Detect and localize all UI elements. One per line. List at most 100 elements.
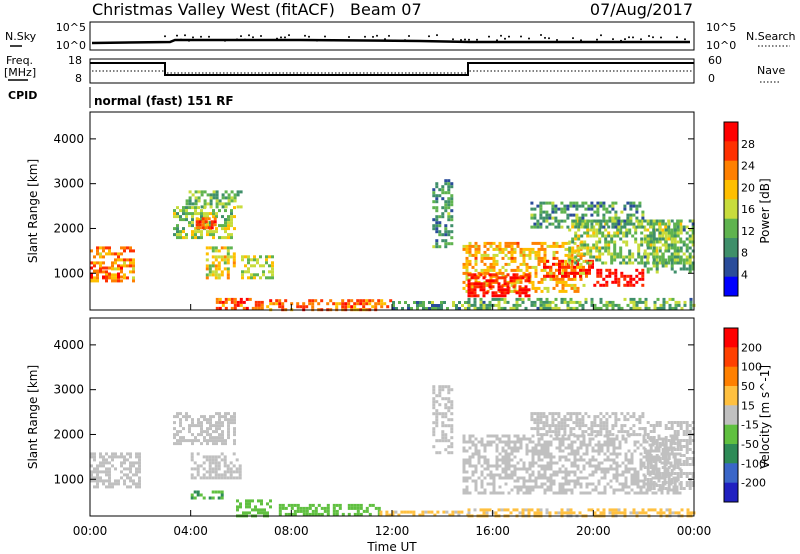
power-echo-cell bbox=[522, 247, 526, 251]
power-echo-cell bbox=[543, 262, 546, 266]
power-echo-cell bbox=[537, 262, 541, 266]
xtick-label: 00:00 bbox=[73, 524, 108, 538]
velocity-echo-cell bbox=[551, 418, 555, 422]
velocity-echo-cell bbox=[489, 476, 493, 480]
power-echo-cell bbox=[215, 196, 219, 200]
power-echo-cell bbox=[96, 249, 99, 253]
velocity-echo-cell bbox=[582, 440, 586, 444]
velocity-echo-cell bbox=[209, 424, 212, 428]
power-echo-cell bbox=[398, 301, 401, 304]
power-echo-cell bbox=[598, 255, 602, 259]
power-echo-cell bbox=[573, 268, 576, 272]
velocity-echo-cell bbox=[474, 479, 478, 483]
velocity-echo-cell bbox=[569, 412, 573, 416]
power-echo-cell bbox=[440, 304, 443, 307]
velocity-echo-cell bbox=[612, 467, 616, 471]
power-echo-cell bbox=[452, 304, 455, 307]
power-echo-cell bbox=[670, 261, 674, 265]
velocity-echo-cell bbox=[519, 446, 523, 450]
velocity-echo-cell bbox=[173, 421, 176, 425]
velocity-echo-cell bbox=[299, 506, 303, 510]
power-echo-cell bbox=[519, 268, 523, 272]
power-echo-cell bbox=[552, 256, 556, 260]
power-echo-cell bbox=[528, 265, 532, 269]
power-echo-cell bbox=[567, 283, 571, 287]
power-echo-cell bbox=[488, 282, 492, 286]
velocity-echo-cell bbox=[676, 433, 680, 436]
power-echo-cell bbox=[108, 275, 111, 279]
power-echo-cell bbox=[500, 306, 504, 310]
power-echo-cell bbox=[674, 306, 678, 310]
power-echo-cell bbox=[185, 199, 189, 203]
velocity-echo-cell bbox=[444, 433, 448, 437]
velocity-echo-cell bbox=[552, 470, 556, 474]
velocity-echo-cell bbox=[108, 473, 111, 477]
xtick-label: 16:00 bbox=[475, 524, 510, 538]
power-echo-cell bbox=[661, 222, 665, 226]
velocity-echo-cell bbox=[368, 503, 372, 507]
power-echo-cell bbox=[90, 279, 93, 283]
velocity-echo-cell bbox=[457, 510, 461, 514]
velocity-echo-cell bbox=[245, 502, 248, 506]
velocity-echo-cell bbox=[424, 510, 428, 514]
velocity-echo-cell bbox=[615, 479, 619, 483]
velocity-echo-cell bbox=[102, 482, 105, 486]
power-echo-cell bbox=[93, 276, 96, 280]
velocity-echo-cell bbox=[603, 458, 607, 462]
velocity-echo-cell bbox=[612, 461, 616, 465]
velocity-echo-cell bbox=[591, 470, 595, 474]
power-echo-cell bbox=[679, 222, 683, 226]
power-echo-cell bbox=[673, 231, 677, 235]
power-echo-cell bbox=[494, 303, 498, 307]
power-echo-cell bbox=[682, 228, 686, 232]
power-echo-cell bbox=[671, 306, 675, 310]
power-echo-cell bbox=[586, 225, 590, 229]
velocity-echo-cell bbox=[642, 491, 646, 495]
power-echo-cell bbox=[658, 219, 662, 223]
velocity-echo-cell bbox=[605, 430, 609, 434]
velocity-echo-cell bbox=[656, 511, 660, 515]
power-echo-cell bbox=[563, 207, 567, 211]
power-echo-cell bbox=[623, 207, 627, 211]
velocity-echo-cell bbox=[627, 467, 631, 471]
power-echo-cell bbox=[256, 258, 259, 262]
velocity-echo-cell bbox=[209, 427, 212, 431]
velocity-echo-cell bbox=[646, 487, 650, 490]
nsky-dot bbox=[180, 38, 182, 41]
velocity-echo-cell bbox=[114, 479, 117, 483]
nsky-strip-frame bbox=[89, 21, 695, 51]
velocity-echo-cell bbox=[667, 457, 671, 460]
power-echo-cell bbox=[374, 305, 378, 309]
power-echo-cell bbox=[515, 276, 519, 280]
velocity-echo-cell bbox=[537, 470, 541, 474]
velocity-echo-cell bbox=[513, 434, 517, 438]
power-echo-cell bbox=[596, 306, 600, 310]
velocity-echo-cell bbox=[579, 446, 583, 450]
power-echo-cell bbox=[482, 288, 486, 292]
power-echo-cell bbox=[233, 303, 237, 307]
power-echo-cell bbox=[640, 237, 644, 241]
velocity-echo-cell bbox=[670, 478, 674, 481]
power-echo-cell bbox=[230, 199, 234, 203]
velocity-echo-cell bbox=[421, 510, 425, 514]
velocity-echo-cell bbox=[579, 470, 583, 474]
velocity-echo-cell bbox=[197, 439, 200, 443]
velocity-echo-cell bbox=[611, 511, 615, 515]
velocity-echo-cell bbox=[558, 449, 562, 453]
velocity-echo-cell bbox=[432, 388, 436, 392]
power-echo-cell bbox=[604, 249, 608, 253]
power-echo-cell bbox=[432, 245, 436, 249]
power-echo-cell bbox=[599, 283, 603, 287]
velocity-echo-cell bbox=[450, 445, 454, 449]
power-echo-cell bbox=[245, 297, 249, 301]
velocity-echo-cell bbox=[435, 424, 439, 428]
velocity-echo-cell bbox=[591, 488, 595, 492]
power-echo-cell bbox=[335, 305, 339, 309]
power-echo-cell bbox=[629, 274, 633, 278]
power-colorbar-tick: 8 bbox=[741, 247, 748, 260]
power-echo-cell bbox=[441, 215, 445, 219]
velocity-echo-cell bbox=[582, 452, 586, 456]
velocity-echo-cell bbox=[308, 506, 312, 510]
power-echo-cell bbox=[473, 276, 477, 280]
power-echo-cell bbox=[468, 244, 472, 248]
